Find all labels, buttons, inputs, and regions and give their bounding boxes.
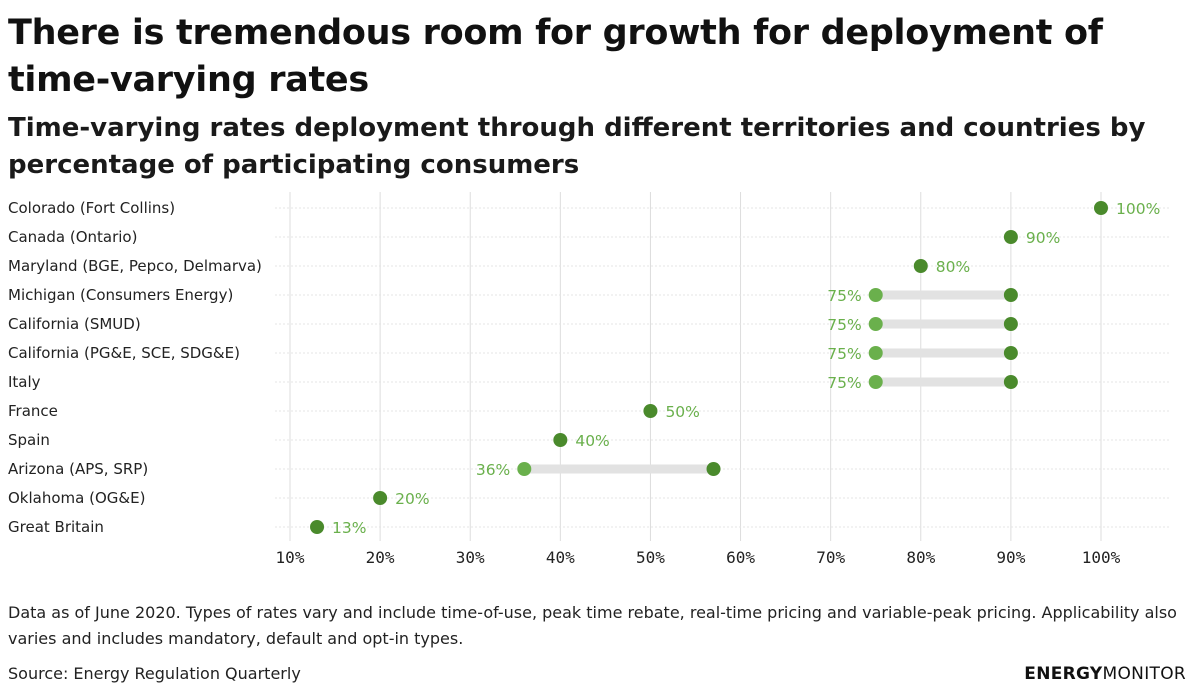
value-label: 100%	[1116, 200, 1160, 218]
value-label: 50%	[665, 403, 699, 421]
x-tick-label: 40%	[546, 548, 575, 567]
dumbbell-chart: Colorado (Fort Collins) 100% Canada (Ontar…	[8, 192, 1170, 567]
category-label: Canada (Ontario)	[8, 228, 137, 246]
value-point	[1094, 201, 1108, 215]
value-label: 75%	[827, 374, 861, 392]
category-label: Colorado (Fort Collins)	[8, 199, 175, 217]
min-point	[868, 346, 883, 360]
max-point	[1003, 375, 1018, 389]
max-point	[706, 462, 721, 476]
footnote: Data as of June 2020. Types of rates var…	[8, 603, 1177, 648]
value-label: 75%	[827, 316, 861, 334]
grid-layer	[275, 192, 1170, 541]
chart-title: There is tremendous room for growth for …	[8, 13, 1103, 100]
x-tick-label: 90%	[996, 548, 1025, 567]
x-tick-label: 70%	[816, 548, 845, 567]
min-point	[868, 317, 883, 331]
category-label: California (SMUD)	[8, 315, 141, 333]
max-point	[1003, 288, 1018, 302]
x-tick-label: 50%	[636, 548, 665, 567]
category-label: Italy	[8, 373, 41, 391]
x-tick-label: 10%	[276, 548, 305, 567]
x-tick-label: 60%	[726, 548, 755, 567]
x-tick-label: 30%	[456, 548, 485, 567]
value-point	[373, 491, 388, 505]
category-label: France	[8, 402, 58, 420]
category-label: Arizona (APS, SRP)	[8, 460, 148, 478]
category-label: Maryland (BGE, Pepco, Delmarva)	[8, 257, 262, 275]
max-point	[1003, 346, 1018, 360]
rows-layer: Colorado (Fort Collins) 100% Canada (Ontar…	[8, 199, 1160, 537]
min-point	[868, 288, 883, 302]
value-label: 75%	[827, 345, 861, 363]
brand-logo: ENERGYMONITOR	[1024, 664, 1186, 684]
category-label: Great Britain	[8, 518, 104, 536]
min-point	[868, 375, 883, 389]
value-label: 40%	[575, 432, 609, 450]
chart-subtitle: Time-varying rates deployment through di…	[8, 113, 1146, 180]
value-label: 20%	[395, 490, 429, 508]
value-point	[553, 433, 568, 447]
x-tick-label: 80%	[906, 548, 935, 567]
category-label: California (PG&E, SCE, SDG&E)	[8, 344, 240, 362]
category-label: Michigan (Consumers Energy)	[8, 286, 233, 304]
category-label: Spain	[8, 431, 50, 449]
value-point	[310, 520, 325, 534]
brand-part-monitor: MONITOR	[1102, 664, 1186, 684]
x-axis-ticks: 10% 20% 30% 40% 50% 60% 70% 80% 90% 100%	[276, 548, 1121, 567]
x-tick-label: 20%	[366, 548, 395, 567]
value-label: 75%	[827, 287, 861, 305]
value-point	[913, 259, 928, 273]
category-label: Oklahoma (OG&E)	[8, 489, 145, 507]
value-label: 13%	[332, 519, 366, 537]
value-point	[643, 404, 658, 418]
x-tick-label: 100%	[1082, 548, 1121, 567]
value-point	[1003, 230, 1018, 244]
max-point	[1003, 317, 1018, 331]
value-label: 80%	[936, 258, 970, 276]
brand-part-energy: ENERGY	[1024, 664, 1103, 684]
source-note: Source: Energy Regulation Quarterly	[8, 664, 301, 683]
min-point	[517, 462, 532, 476]
value-label: 90%	[1026, 229, 1060, 247]
value-label: 36%	[476, 461, 510, 479]
